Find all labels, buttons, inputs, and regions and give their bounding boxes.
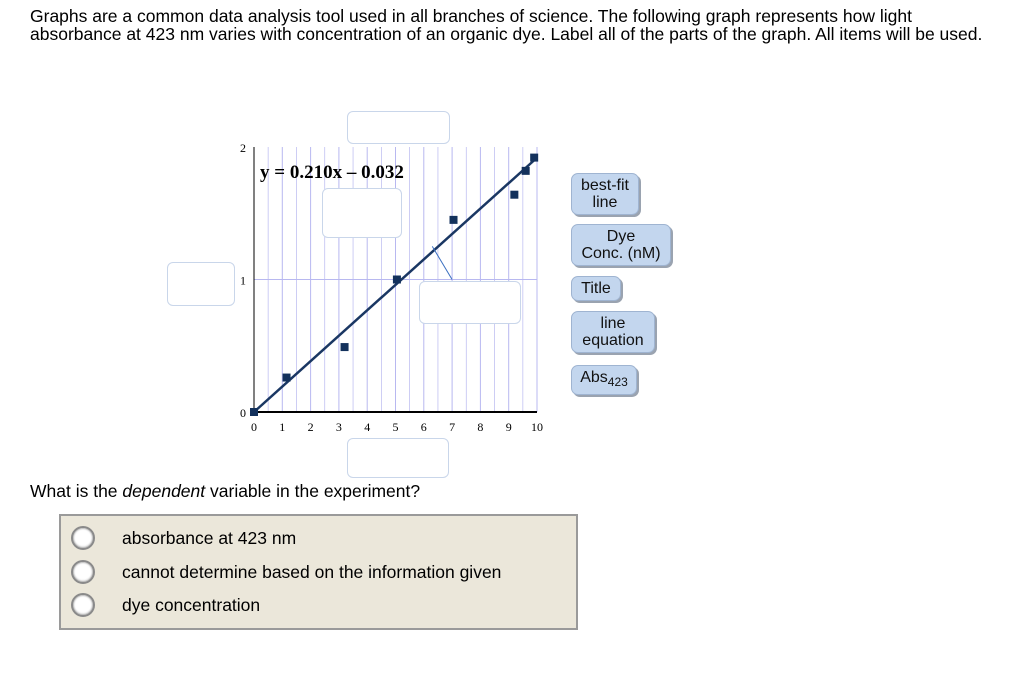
radio-button[interactable] bbox=[71, 593, 95, 617]
x-tick-label: 9 bbox=[506, 420, 512, 434]
drop-target-best-fit[interactable] bbox=[419, 281, 521, 324]
x-tick-label: 4 bbox=[364, 420, 370, 434]
data-point bbox=[530, 153, 539, 162]
drop-target-y-axis[interactable] bbox=[167, 262, 235, 306]
radio-button[interactable] bbox=[71, 526, 95, 550]
choice-absorbance[interactable]: absorbance at 423 nm bbox=[71, 523, 296, 553]
label-text: Dye bbox=[606, 228, 636, 245]
line-equation-label: y = 0.210x – 0.032 bbox=[260, 162, 404, 183]
data-point bbox=[340, 343, 349, 352]
question-emphasis: dependent bbox=[122, 481, 206, 501]
answer-choices: absorbance at 423 nm cannot determine ba… bbox=[59, 514, 578, 630]
choice-label: cannot determine based on the informatio… bbox=[122, 561, 502, 582]
label-text: Conc. (nM) bbox=[581, 245, 661, 262]
drop-target-title[interactable] bbox=[347, 111, 450, 144]
x-tick-label: 6 bbox=[421, 420, 427, 434]
label-text: line bbox=[592, 194, 618, 211]
question-prefix: What is the bbox=[30, 481, 123, 501]
data-point bbox=[250, 408, 258, 416]
y-tick-label: 0 bbox=[240, 406, 246, 420]
choice-label: dye concentration bbox=[122, 594, 261, 615]
data-point bbox=[449, 215, 458, 224]
choice-dye-concentration[interactable]: dye concentration bbox=[71, 590, 260, 620]
x-tick-label: 2 bbox=[308, 420, 314, 434]
x-tick-label: 5 bbox=[393, 420, 399, 434]
label-text: Title bbox=[581, 280, 611, 297]
y-tick-label: 1 bbox=[240, 274, 246, 288]
x-tick-label: 8 bbox=[477, 420, 483, 434]
x-tick-label: 3 bbox=[336, 420, 342, 434]
drop-target-x-axis[interactable] bbox=[347, 438, 449, 478]
data-point bbox=[510, 190, 519, 199]
y-tick-label: 2 bbox=[240, 141, 246, 155]
choice-label: absorbance at 423 nm bbox=[122, 527, 297, 548]
x-tick-label: 10 bbox=[531, 420, 543, 434]
question-text: What is the dependent variable in the ex… bbox=[30, 481, 420, 502]
drop-target-line-equation[interactable] bbox=[322, 188, 402, 238]
label-subscript: 423 bbox=[607, 375, 628, 390]
label-text: best-fit bbox=[580, 177, 629, 194]
label-dye-conc[interactable]: Dye Conc. (nM) bbox=[571, 224, 671, 266]
label-text: line bbox=[600, 315, 626, 332]
x-tick-label: 7 bbox=[449, 420, 455, 434]
label-text: Abs bbox=[580, 369, 608, 386]
label-best-fit-line[interactable]: best-fit line bbox=[571, 173, 639, 215]
label-title[interactable]: Title bbox=[571, 276, 621, 301]
x-tick-label: 1 bbox=[279, 420, 285, 434]
data-point bbox=[392, 275, 401, 284]
question-suffix: variable in the experiment? bbox=[205, 481, 421, 501]
label-abs423[interactable]: Abs423 bbox=[571, 365, 637, 396]
leader-line bbox=[431, 246, 453, 280]
x-tick-label: 0 bbox=[251, 420, 257, 434]
data-point bbox=[282, 373, 291, 382]
radio-button[interactable] bbox=[71, 560, 95, 584]
data-point bbox=[521, 166, 530, 175]
label-line-equation[interactable]: line equation bbox=[571, 311, 655, 353]
best-fit-line bbox=[253, 159, 536, 413]
choice-cannot-determine[interactable]: cannot determine based on the informatio… bbox=[71, 557, 501, 587]
label-text: equation bbox=[582, 332, 644, 349]
instructions: Graphs are a common data analysis tool u… bbox=[30, 6, 983, 44]
